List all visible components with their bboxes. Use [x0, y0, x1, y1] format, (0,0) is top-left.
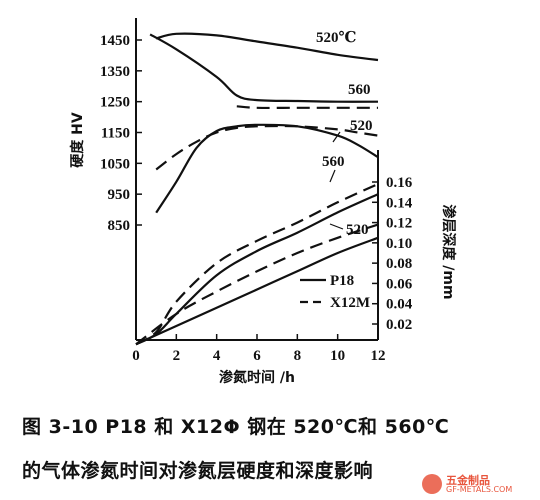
legend-label-p18: P18 [330, 273, 354, 289]
right-tick-label: 0.16 [386, 175, 413, 191]
x-tick-label: 0 [132, 348, 140, 364]
right-axis-title: 渗层深度 /mm [440, 204, 457, 299]
x-tick-label: 8 [294, 348, 302, 364]
annotation-560-hardness: 560 [348, 82, 371, 98]
right-tick-label: 0.06 [386, 276, 413, 292]
caption-line-2: 的气体渗氮时间对渗氮层硬度和深度影响 [22, 460, 374, 482]
series-line-p18-hardness-520 [155, 32, 379, 62]
annotation-520-depth: 520 [346, 222, 369, 238]
left-tick-label: 1150 [101, 126, 130, 142]
watermark: 五金制品 GF-METALS.COM [422, 472, 534, 496]
x-tick-label: 4 [213, 348, 221, 364]
watermark-text: 五金制品 [446, 474, 490, 487]
x-tick-label: 10 [330, 348, 345, 364]
series-line-x12m-hardness-560 [236, 105, 378, 110]
annotation-leader [329, 169, 336, 183]
left-tick-label: 1050 [100, 156, 130, 172]
series-line-p18-hardness-520 [155, 123, 379, 214]
left-tick-label: 1250 [100, 95, 130, 111]
x-tick-label: 12 [371, 348, 386, 364]
series-line-p18-depth-560 [135, 193, 379, 346]
left-tick-label: 950 [108, 187, 131, 203]
legend-label-x12m: X12M [330, 295, 370, 311]
annotation-leader [329, 223, 344, 230]
right-tick-label: 0.04 [386, 297, 413, 313]
right-tick-label: 0.14 [386, 195, 413, 211]
series-line-x12m-depth-560 [135, 183, 379, 346]
right-tick-label: 0.08 [386, 256, 412, 272]
series-line-p18-depth-520 [135, 236, 379, 346]
watermark-logo-icon [422, 474, 442, 494]
right-tick-label: 0.02 [386, 317, 412, 333]
series-line-p18-hardness-560 [149, 33, 379, 103]
x-axis-title: 渗氮时间 /h [219, 369, 295, 386]
left-axis-title: 硬度 HV [69, 112, 86, 168]
annotation-560-depth: 560 [322, 154, 345, 170]
caption-line-1: 图 3-10 P18 和 X12Φ 钢在 520℃和 560℃ [22, 416, 450, 438]
left-tick-label: 1450 [100, 33, 130, 49]
chart: 0 2 4 6 8 10 12 850 950 1050 1150 1250 1350 1450 0.02 0… [69, 18, 457, 386]
left-tick-label: 1350 [100, 64, 130, 80]
x-tick-label: 6 [253, 348, 261, 364]
series-line-x12m-hardness-520 [155, 124, 379, 171]
watermark-url: GF-METALS.COM [446, 485, 513, 494]
annotation-520c-top: 520℃ [316, 30, 357, 46]
left-tick-label: 850 [108, 218, 131, 234]
right-tick-label: 0.10 [386, 236, 412, 252]
annotation-leader [332, 131, 341, 143]
right-tick-label: 0.12 [386, 216, 412, 232]
annotation-520-hardness: 520 [350, 118, 373, 134]
series-line-x12m-depth-520 [135, 223, 379, 346]
x-tick-label: 2 [173, 348, 181, 364]
